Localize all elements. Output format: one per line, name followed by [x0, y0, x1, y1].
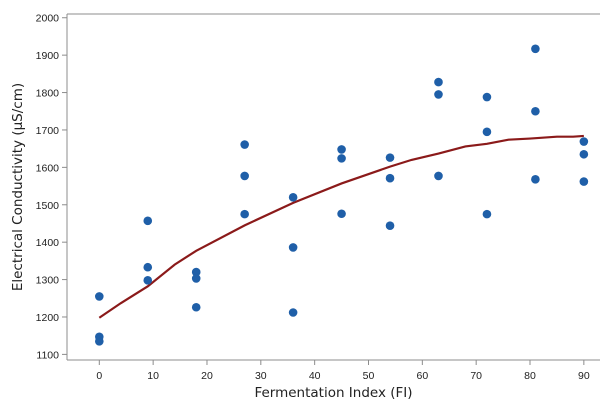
y-tick-label: 1600 [36, 162, 60, 174]
x-tick-label: 50 [363, 370, 375, 382]
data-point [579, 137, 589, 146]
data-point [434, 171, 443, 181]
data-point [337, 145, 346, 154]
data-point [579, 177, 589, 186]
data-point [337, 154, 346, 163]
y-tick-label: 1200 [36, 312, 60, 324]
x-axis-title: Fermentation Index (FI) [254, 385, 412, 400]
data-point [337, 209, 346, 219]
data-point [579, 149, 589, 159]
data-point [385, 173, 395, 183]
x-tick-label: 30 [255, 370, 267, 382]
data-point [531, 175, 540, 184]
x-tick-label: 0 [96, 370, 102, 382]
x-tick-label: 70 [470, 370, 482, 382]
y-tick-label: 1500 [36, 200, 60, 212]
data-point [531, 44, 540, 54]
data-point [191, 274, 201, 283]
data-point [191, 267, 201, 277]
y-tick-label: 1700 [36, 125, 60, 137]
data-point [482, 92, 492, 102]
x-tick-label: 10 [147, 370, 159, 382]
data-point [240, 171, 249, 181]
points-layer [95, 44, 589, 346]
data-point [385, 221, 395, 231]
data-point [288, 192, 298, 202]
y-tick-label: 2000 [36, 13, 60, 25]
data-point [95, 336, 104, 346]
data-point [288, 308, 298, 317]
x-tick-label: 60 [416, 370, 428, 382]
data-point [482, 209, 492, 219]
x-tick-label: 40 [309, 370, 321, 382]
data-point [288, 243, 298, 252]
data-point [482, 127, 492, 137]
data-point [240, 140, 249, 149]
data-point [434, 90, 443, 99]
data-point [143, 262, 153, 272]
fit-layer [98, 134, 584, 319]
data-point [240, 209, 249, 219]
data-point [434, 77, 443, 87]
fitted-curve [98, 134, 584, 319]
x-tick-label: 20 [201, 370, 213, 382]
x-tick-label: 90 [578, 370, 590, 382]
y-tick-label: 1800 [36, 88, 60, 100]
y-axis-title: Electrical Conductivity (µS/cm) [10, 83, 26, 291]
y-tick-label: 1300 [36, 275, 60, 287]
data-point [95, 292, 104, 301]
data-point [143, 276, 153, 285]
y-tick-label: 1100 [36, 349, 59, 361]
data-point [191, 302, 201, 312]
data-point [143, 216, 153, 226]
y-ticks: 1100 1200 1300 1400 1500 1600 1700 1800 1900 2000 [36, 13, 67, 361]
y-tick-label: 1900 [36, 50, 60, 62]
y-tick-label: 1400 [36, 237, 60, 249]
data-point [385, 153, 395, 162]
axes [66, 13, 600, 361]
x-tick-label: 80 [524, 370, 536, 382]
x-ticks: 0 10 20 30 40 50 60 70 80 90 [96, 360, 590, 382]
data-point [531, 106, 540, 116]
